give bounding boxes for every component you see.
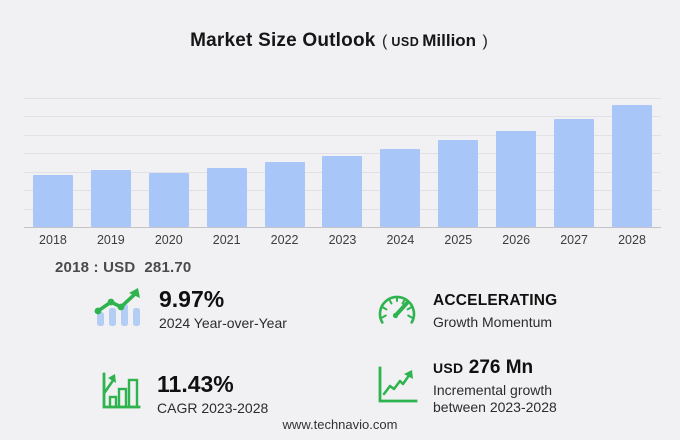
bar-slot <box>487 98 545 227</box>
bar-slot <box>371 98 429 227</box>
title-paren-open: ( <box>382 33 388 50</box>
bar-slot <box>140 98 198 227</box>
bar-slot <box>256 98 314 227</box>
x-axis-label-2027: 2027 <box>560 233 589 247</box>
bar-slot <box>198 98 256 227</box>
bar-2020 <box>148 172 189 227</box>
stat-cagr-label: CAGR 2023-2028 <box>157 399 269 416</box>
bar-2024 <box>380 149 421 227</box>
x-axis-label-2026: 2026 <box>502 233 531 247</box>
x-axis-label-2023: 2023 <box>328 233 357 247</box>
gridline <box>24 153 661 155</box>
bar-slot <box>545 98 603 227</box>
line-chart-growth-icon <box>374 363 420 412</box>
x-axis-label-2028: 2028 <box>618 233 646 247</box>
annotation-2018-label: 2018 : USD <box>55 259 136 276</box>
gridline <box>24 98 661 99</box>
bar-2021 <box>206 167 247 227</box>
footer-link[interactable]: www.technavio.com <box>282 417 398 432</box>
plot-area <box>24 98 661 228</box>
gauge-icon <box>374 289 420 334</box>
chart-title: Market Size Outlook (USD Million ) <box>0 30 680 52</box>
bar-slot <box>24 98 82 227</box>
bar-2026 <box>496 130 537 227</box>
title-unit: Million <box>422 31 477 50</box>
stat-incremental-label: Incremental growth between 2023-2028 <box>433 381 557 416</box>
stat-yoy: 9.97% 2024 Year-over-Year <box>94 286 287 333</box>
stat-momentum-value: ACCELERATING <box>433 291 558 309</box>
annotation-2018: 2018 : USD 281.70 <box>55 259 191 276</box>
stat-incremental-value: USD 276 Mn <box>433 357 608 379</box>
x-axis-label-2019: 2019 <box>96 233 125 247</box>
x-axis-labels: 2018 2019 2020 2021 2022 2023 2024 2025 2026 2027… <box>24 233 661 247</box>
gridline <box>24 116 661 118</box>
x-axis-label-2022: 2022 <box>270 233 299 247</box>
x-axis-label-2020: 2020 <box>154 233 183 247</box>
bar-slot <box>82 98 140 227</box>
title-unit-currency: USD <box>391 35 420 49</box>
bar-line-growth-icon <box>94 286 146 333</box>
stat-yoy-label: 2024 Year-over-Year <box>159 314 287 331</box>
stat-cagr: 11.43% CAGR 2023-2028 <box>96 370 268 419</box>
stat-incremental-currency: USD <box>433 360 464 376</box>
bar-slot <box>603 98 661 227</box>
bar-2022 <box>264 162 305 227</box>
x-axis-line <box>24 227 661 228</box>
bar-2025 <box>438 140 479 227</box>
stat-incremental: USD 276 Mn Incremental growth between 20… <box>374 357 608 417</box>
bar-2027 <box>554 119 595 227</box>
stat-momentum-label: Growth Momentum <box>433 313 553 330</box>
bar-2028 <box>612 105 653 227</box>
gridline <box>24 134 661 136</box>
x-axis-label-2018: 2018 <box>39 233 67 247</box>
chart-title-text: Market Size Outlook <box>190 30 376 51</box>
x-axis-label-2021: 2021 <box>212 233 241 247</box>
bar-slot <box>429 98 487 227</box>
bar-2023 <box>322 156 363 227</box>
x-axis-label-2025: 2025 <box>444 233 473 247</box>
bar-slot <box>314 98 372 227</box>
stat-cagr-value: 11.43% <box>157 370 234 397</box>
bar-chart-growth-icon <box>96 370 144 419</box>
stat-incremental-amount: 276 Mn <box>468 357 534 378</box>
stat-yoy-value: 9.97% <box>159 285 225 312</box>
bar-2019 <box>90 170 131 227</box>
title-paren-close: ) <box>482 33 488 50</box>
annotation-2018-value: 281.70 <box>144 259 192 276</box>
bar-2018 <box>32 175 73 227</box>
stat-momentum: ACCELERATING Growth Momentum <box>374 289 557 334</box>
x-axis-label-2024: 2024 <box>386 233 415 247</box>
bars-container <box>24 98 661 227</box>
